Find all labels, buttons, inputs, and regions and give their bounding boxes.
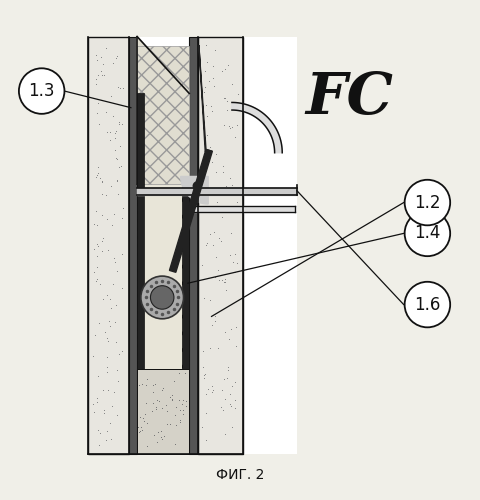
Polygon shape (232, 102, 282, 152)
Polygon shape (199, 45, 212, 152)
Text: FC: FC (305, 70, 393, 126)
Text: 1.4: 1.4 (414, 224, 441, 242)
Circle shape (192, 181, 202, 190)
Bar (88, 36, 297, 454)
Polygon shape (137, 188, 297, 196)
Circle shape (405, 180, 450, 226)
Bar (198, 36, 243, 454)
Bar (144, 179, 182, 368)
Bar (137, 46, 189, 184)
Text: 1.2: 1.2 (414, 194, 441, 212)
Polygon shape (137, 36, 189, 184)
Bar (137, 94, 144, 368)
Bar (182, 179, 189, 368)
Text: 1.3: 1.3 (28, 82, 55, 100)
Circle shape (141, 276, 183, 319)
Polygon shape (180, 176, 208, 204)
Bar (129, 36, 137, 454)
Polygon shape (169, 150, 212, 272)
Bar (144, 179, 182, 368)
Circle shape (150, 286, 174, 309)
Text: 1.6: 1.6 (414, 296, 441, 314)
Circle shape (405, 282, 450, 328)
Bar (137, 184, 189, 368)
Bar (88, 36, 129, 454)
Circle shape (405, 210, 450, 256)
Circle shape (19, 68, 64, 114)
Polygon shape (189, 206, 295, 212)
Bar (137, 368, 189, 454)
Text: ФИГ. 2: ФИГ. 2 (216, 468, 264, 482)
Bar (189, 36, 198, 454)
